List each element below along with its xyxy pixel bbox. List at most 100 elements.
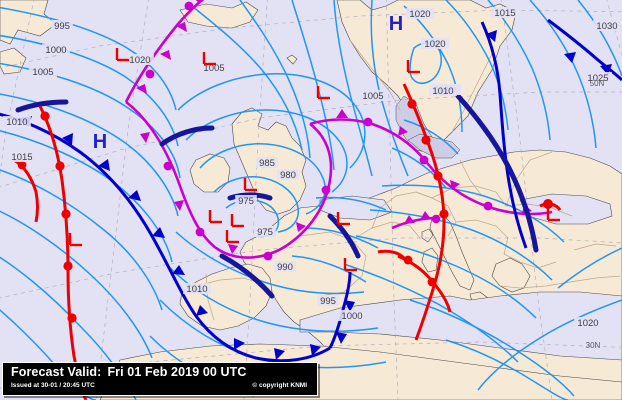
warm-front-semicircle xyxy=(55,161,65,171)
warm-front-east xyxy=(402,83,446,341)
isobar-label-text: 1005 xyxy=(203,63,224,74)
isobar-label: 1015 xyxy=(491,7,519,19)
faroe-islands xyxy=(286,54,298,65)
isobar-1000-uknorth xyxy=(191,5,303,151)
high-symbol-text: H xyxy=(93,131,107,153)
occluded-triangle xyxy=(450,180,460,190)
occluded-front-layer xyxy=(124,0,553,261)
border-poland xyxy=(431,185,507,207)
cold-front-ne-corner xyxy=(547,18,622,82)
isobar-label-text: 1025 xyxy=(587,73,608,84)
isobar-label-halo xyxy=(491,7,519,18)
cold-front-triangle xyxy=(310,344,321,356)
isobar-label-halo xyxy=(42,44,70,55)
pressure-centre-l xyxy=(208,210,222,224)
italy xyxy=(429,213,475,291)
occluded-triangle xyxy=(398,126,408,136)
isobar-1013-baltic xyxy=(391,147,447,189)
warm-front-italy-branch xyxy=(377,249,406,260)
graticule-lat-40n xyxy=(0,237,622,299)
isobar-label-text: 975 xyxy=(257,227,273,238)
caption-title-row: Forecast Valid: Fri 01 Feb 2019 00 UTC xyxy=(11,365,311,380)
isobar-1000-nw xyxy=(0,34,179,147)
isobar-label-halo xyxy=(254,226,276,237)
warm-front-semicircle xyxy=(403,255,413,265)
mediterranean-sea xyxy=(299,291,622,361)
pressure-centre-l xyxy=(68,233,82,247)
occluded-triangle xyxy=(404,215,415,224)
cold-front-atlantic xyxy=(0,112,331,363)
isobar-975-inner xyxy=(213,176,300,233)
occluded-semicircle xyxy=(431,214,441,224)
isobar-label-halo xyxy=(574,317,602,328)
isobar-1015-central xyxy=(355,235,537,319)
pressure-centre-l xyxy=(343,258,357,272)
pressure-centre-h: H xyxy=(389,13,403,35)
isobar-label-text: 1020 xyxy=(577,318,598,329)
isobar-1020-nw xyxy=(0,169,163,311)
cold-front-east-upper xyxy=(480,21,528,249)
pressure-centre-l xyxy=(406,60,420,74)
isobar-label-halo xyxy=(317,295,339,306)
isobar-label-halo xyxy=(421,38,449,49)
occluded-triangle xyxy=(174,200,184,211)
isobar-1005-uknorth xyxy=(239,0,311,159)
isobar-label-halo xyxy=(406,8,434,19)
border-france xyxy=(299,231,367,297)
isobar-label-text: 980 xyxy=(280,170,296,181)
isobar-label: 1000 xyxy=(338,310,366,322)
occluded-semicircle xyxy=(195,227,205,237)
black-sea xyxy=(519,193,613,225)
isobar-label-group: 995 1000 1005 1020 1010 1015 1005 1005 1010 1020 1… xyxy=(3,7,621,329)
pressure-centre-l xyxy=(202,52,216,66)
pressure-centre-h: H xyxy=(93,131,107,153)
isobar-label: 1020 xyxy=(574,317,602,329)
cold-front-triangle xyxy=(152,227,165,238)
cold-front-segment-france xyxy=(327,213,361,259)
isobar-995-nw xyxy=(0,6,177,111)
occluded-front-atlantic xyxy=(124,0,204,103)
warm-front-branch-markers xyxy=(17,160,27,170)
occluded-semicircle xyxy=(483,201,493,211)
isobar-label-text: 985 xyxy=(259,158,275,169)
isobar-label-halo xyxy=(51,20,73,31)
graticule-lat-50n xyxy=(0,91,622,188)
isobar-label-text: 1000 xyxy=(45,45,66,56)
isobar-label-text: 1020 xyxy=(129,55,150,66)
graticule-lat-60n xyxy=(0,9,622,69)
isobar-label-halo xyxy=(593,20,621,31)
occluded-semicircle xyxy=(321,185,331,195)
border-portugal xyxy=(205,273,215,321)
isobar-label-text: 1010 xyxy=(432,86,453,97)
isobar-label-halo xyxy=(29,66,57,77)
occluded-triangle xyxy=(136,84,147,94)
isobar-label-halo xyxy=(359,90,387,101)
isobar-label: 980 xyxy=(277,169,299,181)
forecast-valid-time: Fri 01 Feb 2019 00 UTC xyxy=(107,365,247,379)
cold-front-triangle xyxy=(196,305,208,316)
isobar-label-halo xyxy=(429,85,457,96)
isobar-1012-central xyxy=(369,209,553,281)
warm-front-semicircle xyxy=(63,261,73,271)
isobar-label-halo xyxy=(338,310,366,321)
isobar-label-text: 1020 xyxy=(409,9,430,20)
occluded-semicircle xyxy=(163,161,173,171)
warm-front-semicircle xyxy=(407,99,417,109)
pressure-centre-l xyxy=(316,86,330,100)
cold-front-iberia xyxy=(328,271,352,349)
occluded-triangle xyxy=(336,109,348,118)
warm-front-semicircle xyxy=(433,171,443,181)
occluded-triangle xyxy=(160,50,171,60)
isobar-1018-east xyxy=(557,247,622,289)
isobar-label: 975 xyxy=(254,226,276,238)
isobar-label-text: 1010 xyxy=(6,117,27,128)
isobar-label-text: 995 xyxy=(320,296,336,307)
iceland xyxy=(179,1,259,29)
caption-sub-row: Issued at 30-01 / 20:45 UTC © copyright … xyxy=(11,381,311,390)
issued-at-text: Issued at 30-01 / 20:45 UTC xyxy=(11,382,95,389)
pressure-centre-l xyxy=(243,178,257,192)
isobar-label-text: 1015 xyxy=(494,8,515,19)
pressure-centre-l xyxy=(230,214,244,228)
isobar-label-halo xyxy=(200,62,228,73)
